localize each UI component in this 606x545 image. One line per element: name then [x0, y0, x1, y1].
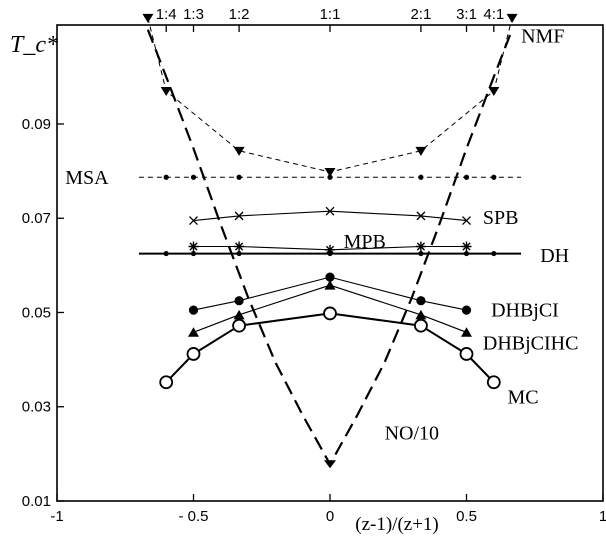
top-tick-label: 1:4 [156, 6, 177, 23]
series-msa-point [190, 174, 197, 180]
series-msa-point [163, 174, 169, 180]
label-nmf: NMF [521, 25, 564, 47]
series-dhbjci-point [416, 296, 426, 306]
top-tick-label: 4:1 [483, 6, 504, 23]
label-dh: DH [540, 245, 569, 267]
label-msa: MSA [65, 167, 109, 189]
series-dh-point [190, 250, 197, 257]
series-dhbjci-point [188, 305, 199, 315]
label-spb: SPB [483, 207, 519, 229]
series-labels-layer: NMF MSA SPB MPB DH DHBjCI DHBjCIHC MC NO/10 [65, 25, 578, 444]
series-nmf-line [147, 17, 513, 173]
series-spb-point [234, 211, 244, 221]
x-tick-label: - 0.5 [178, 508, 208, 525]
series-dh-point [236, 250, 242, 257]
series-dhbjcihc-point [233, 309, 245, 320]
series-mc-point [186, 347, 201, 361]
series-msa-point [236, 174, 242, 180]
series-mc-point [232, 318, 246, 333]
series-dh-point [163, 250, 169, 257]
label-mpb: MPB [344, 231, 386, 253]
x-tick-label: 1 [599, 508, 606, 525]
series-spb-point [189, 216, 198, 226]
y-tick-label: 0.01 [22, 493, 51, 510]
series-nmf-point [506, 13, 518, 23]
series-msa-point [463, 174, 470, 180]
plot-frame [56, 24, 604, 502]
series-dhbjci-point [234, 296, 244, 306]
series-spb-point [325, 206, 335, 216]
series-dhbjcihc-point [415, 309, 427, 320]
series-mpb-point [415, 241, 426, 252]
series-msa-point [418, 174, 424, 180]
top-tick-label: 1:3 [183, 6, 204, 23]
series-msa-point [491, 174, 497, 180]
label-dhbjci: DHBjCI [491, 300, 559, 322]
series-mpb-point [234, 241, 245, 252]
y-tick-label: 0.07 [22, 210, 51, 227]
y-tick-label: 0.03 [22, 399, 51, 416]
series-nmf-point [415, 146, 427, 156]
label-dhbjcihc: DHBjCIHC [483, 333, 579, 355]
top-tick-label: 1:1 [320, 6, 341, 23]
series-msa-point [327, 174, 333, 180]
series-nmf-point [488, 86, 500, 96]
series-mc-point [486, 375, 501, 390]
series-mpb-point [325, 244, 335, 255]
top-tick-label: 1:2 [229, 6, 250, 23]
series-spb-point [462, 216, 471, 226]
series-mc-point [159, 375, 174, 390]
x-tick-label: -1 [50, 508, 63, 525]
series-mc-point [414, 318, 428, 333]
series-dh-point [463, 250, 470, 257]
y-axis-label: T_c* [10, 32, 58, 58]
y-tick-label: 0.09 [22, 116, 51, 133]
markers-layer [142, 13, 518, 469]
series-lines-layer [138, 17, 522, 466]
series-spb-point [416, 211, 426, 221]
label-mc: MC [507, 386, 538, 408]
series-dhbjci-point [461, 305, 472, 315]
x-tick-label: 0 [326, 508, 334, 525]
top-tick-label: 2:1 [410, 6, 431, 23]
top-tick-label: 3:1 [456, 6, 477, 23]
series-mc-point [459, 347, 474, 361]
series-spb-line [193, 210, 467, 222]
series-nmf-point [142, 13, 154, 23]
series-dhbjcihc-point [324, 280, 336, 290]
series-dhbjcihc-point [461, 327, 472, 337]
series-mpb-point [461, 241, 472, 252]
series-dh-point [491, 250, 497, 257]
series-dh-point [418, 250, 424, 257]
ticks-layer: -1 - 0.5 0 0.5 1 0.01 0.03 0.05 0.07 0.09 1:4 1:3 1:… [22, 6, 606, 525]
series-dh-point [327, 250, 333, 257]
series-mc-point [323, 306, 337, 321]
series-no-10-point [324, 460, 336, 469]
x-axis-label: (z-1)/(z+1) [355, 514, 439, 535]
label-no-10: NO/10 [385, 423, 439, 445]
series-nmf-point [324, 168, 336, 178]
series-dhbjcihc-point [188, 327, 199, 337]
series-mpb-point [188, 241, 199, 252]
series-nmf-point [233, 146, 245, 156]
series-dhbjci-point [325, 272, 335, 282]
series-nmf-point [160, 86, 172, 96]
y-tick-label: 0.05 [22, 304, 51, 321]
x-tick-label: 0.5 [456, 508, 477, 525]
